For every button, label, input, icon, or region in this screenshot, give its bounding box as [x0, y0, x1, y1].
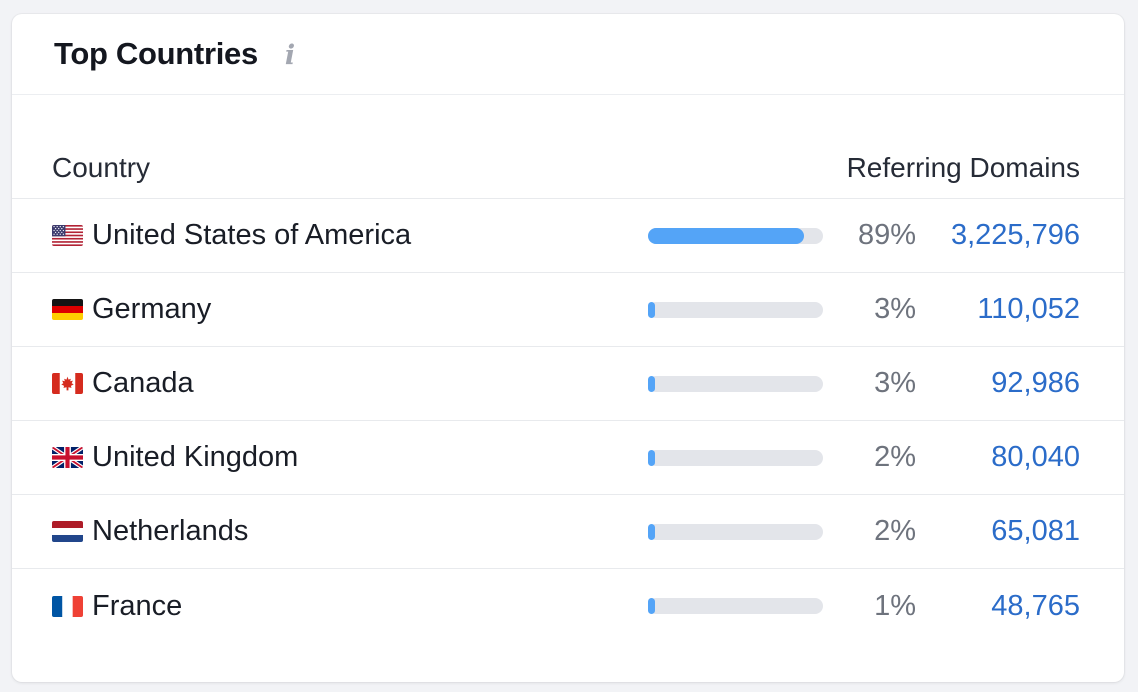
table-row: United Kingdom 2% 80,040	[12, 421, 1124, 495]
table-row: United States of America 89% 3,225,796	[12, 199, 1124, 273]
share-bar	[648, 523, 823, 540]
flag-canada-icon	[52, 373, 83, 394]
share-bar	[648, 598, 823, 614]
table-body: United States of America 89% 3,225,796 G…	[12, 199, 1124, 643]
flag-france-icon	[52, 595, 83, 617]
flag-netherlands-icon	[52, 521, 83, 542]
share-bar-fill	[648, 449, 655, 466]
share-bar	[648, 449, 823, 466]
column-header-referring-domains: Referring Domains	[846, 152, 1080, 183]
referring-domains-value-link[interactable]: 65,081	[991, 515, 1080, 547]
share-bar	[648, 375, 823, 392]
share-bar-fill	[648, 301, 655, 318]
country-name: Netherlands	[92, 515, 249, 547]
share-bar-fill	[648, 227, 804, 244]
flag-united-kingdom-icon	[52, 447, 83, 468]
referring-domains-value-link[interactable]: 48,765	[991, 589, 1080, 622]
share-percent: 1%	[874, 589, 916, 622]
share-percent: 2%	[874, 441, 916, 473]
column-header-country: Country	[52, 152, 151, 183]
share-bar-fill	[648, 598, 655, 614]
top-countries-card: Top Countries i Country Referring Domain…	[12, 14, 1124, 682]
country-name: United States of America	[92, 219, 412, 251]
country-name: France	[92, 589, 183, 622]
referring-domains-value-link[interactable]: 92,986	[991, 367, 1080, 399]
country-name: United Kingdom	[92, 441, 299, 473]
flag-united-states-icon	[52, 225, 83, 246]
table-row: Netherlands 2% 65,081	[12, 495, 1124, 569]
referring-domains-value-link[interactable]: 80,040	[991, 441, 1080, 473]
table-row: Canada 3% 92,986	[12, 347, 1124, 421]
country-name: Germany	[92, 293, 212, 325]
table-row: France 1% 48,765	[12, 569, 1124, 643]
share-percent: 3%	[874, 367, 916, 399]
referring-domains-value-link[interactable]: 110,052	[977, 293, 1080, 325]
share-bar-fill	[648, 375, 655, 392]
share-bar-fill	[648, 523, 655, 540]
card-header: Top Countries i	[12, 14, 1124, 95]
table-column-headers: Country Referring Domains	[12, 95, 1124, 199]
page-title: Top Countries	[54, 36, 258, 71]
share-bar	[648, 227, 823, 244]
share-percent: 89%	[857, 219, 916, 251]
referring-domains-value-link[interactable]: 3,225,796	[950, 219, 1080, 251]
flag-germany-icon	[52, 299, 83, 320]
table-row: Germany 3% 110,052	[12, 273, 1124, 347]
share-percent: 2%	[874, 515, 916, 547]
country-name: Canada	[92, 367, 194, 399]
share-bar	[648, 301, 823, 318]
info-icon[interactable]: i	[284, 40, 296, 71]
share-percent: 3%	[874, 293, 916, 325]
